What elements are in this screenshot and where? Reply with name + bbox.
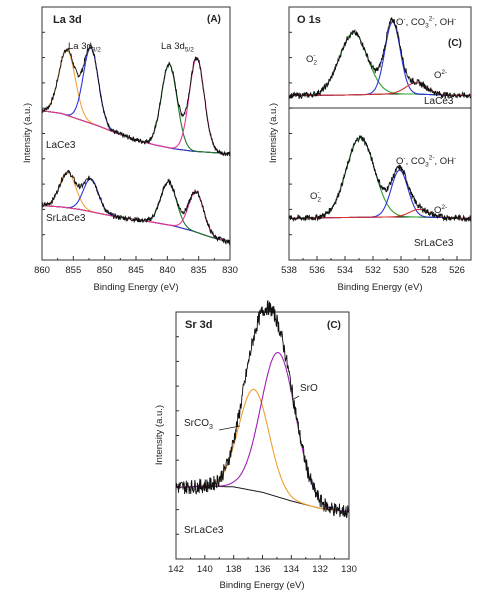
panel-sr3d-tag: (C) xyxy=(327,320,341,331)
spectrum-line xyxy=(288,17,472,100)
sample-label-b2: SrLaCe3 xyxy=(414,238,454,249)
panel-o1s-tag: (C) xyxy=(448,38,462,49)
panel-sr3d-spectra xyxy=(175,300,350,518)
peak-label-la3d52: La 3d5/2 xyxy=(161,41,194,54)
x-tick-label: 530 xyxy=(393,265,409,276)
peak-label-sro: SrO xyxy=(300,383,318,394)
panel-o1s-ticks: 538 536 534 532 530 528 526 xyxy=(281,31,465,276)
panel-la3d-xlabel: Binding Energy (eV) xyxy=(93,282,178,293)
panel-la3d-ticks: 860 855 850 845 840 835 830 xyxy=(34,31,238,276)
x-tick-label: 830 xyxy=(222,265,238,276)
x-tick-label: 835 xyxy=(191,265,207,276)
fit-peak xyxy=(175,388,350,513)
panel-o1s-frame xyxy=(288,6,472,261)
fit-peak xyxy=(41,178,231,243)
sample-label-c: SrLaCe3 xyxy=(184,525,224,536)
fit-peak xyxy=(41,48,230,155)
o2-label-left-bottom: O2- xyxy=(310,190,321,204)
panel-la3d-ylabel: Intensity (a.u.) xyxy=(22,103,33,163)
sro-leader xyxy=(291,395,300,401)
x-tick-label: 850 xyxy=(97,265,113,276)
x-tick-label: 536 xyxy=(309,265,325,276)
sample-label-b1: LaCe3 xyxy=(424,96,454,107)
x-tick-label: 138 xyxy=(226,564,242,575)
x-tick-label: 136 xyxy=(255,564,271,575)
peak-label-la3d32: La 3d3/2 xyxy=(68,41,101,54)
panel-sr3d-xlabel: Binding Energy (eV) xyxy=(219,580,304,591)
panel-sr3d-title: Sr 3d xyxy=(185,319,213,331)
o-species-label-bottom: O-, CO32-, OH- xyxy=(396,155,456,169)
panel-o1s-xlabel: Binding Energy (eV) xyxy=(337,282,422,293)
x-tick-label: 528 xyxy=(421,265,437,276)
srco3-leader xyxy=(218,425,241,431)
panel-sr3d: 142 140 138 136 134 132 130 Sr 3d (C) SrCO3 Sr… xyxy=(154,300,357,591)
x-tick-label: 860 xyxy=(34,265,50,276)
panel-la3d-tag: (A) xyxy=(207,14,221,25)
panel-sr3d-frame xyxy=(175,311,350,560)
panel-la3d-title: La 3d xyxy=(53,14,82,26)
panel-la3d-spectra xyxy=(41,43,231,246)
peak-label-srco3: SrCO3 xyxy=(184,418,213,431)
panel-sr3d-ylabel: Intensity (a.u.) xyxy=(154,405,165,465)
sample-label-a2: SrLaCe3 xyxy=(46,213,86,224)
x-tick-label: 526 xyxy=(449,265,465,276)
panel-o1s-peaks xyxy=(288,21,472,219)
fit-peak xyxy=(41,46,230,155)
panel-o1s-title: O 1s xyxy=(297,14,321,26)
x-tick-label: 855 xyxy=(65,265,81,276)
spectrum-line xyxy=(175,300,350,518)
x-tick-label: 534 xyxy=(337,265,353,276)
panel-o1s-ylabel: Intensity (a.u.) xyxy=(268,103,279,163)
panel-o1s: 538 536 534 532 530 528 526 O 1s (C) O-, CO32-… xyxy=(268,6,472,293)
x-tick-label: 132 xyxy=(312,564,328,575)
o-species-label-top: O-, CO32-, OH- xyxy=(396,16,456,30)
panel-o1s-spectra xyxy=(288,17,472,223)
panel-la3d: 860 855 850 845 840 835 830 La 3d (A) La 3d3/2… xyxy=(22,6,238,293)
o2-label-right-top: O2- xyxy=(434,69,447,81)
panel-sr3d-ticks: 142 140 138 136 134 132 130 xyxy=(168,336,357,575)
x-tick-label: 140 xyxy=(197,564,213,575)
x-tick-label: 142 xyxy=(168,564,184,575)
o2-label-left-top: O2- xyxy=(306,53,317,67)
sample-label-a1: LaCe3 xyxy=(46,140,76,151)
x-tick-label: 538 xyxy=(281,265,297,276)
spectrum-line xyxy=(41,169,231,246)
spectrum-line xyxy=(288,135,472,223)
x-tick-label: 134 xyxy=(283,564,299,575)
x-tick-label: 840 xyxy=(159,265,175,276)
o2-label-right-bottom: O2- xyxy=(434,204,447,216)
x-tick-label: 532 xyxy=(365,265,381,276)
x-tick-label: 130 xyxy=(341,564,357,575)
x-tick-label: 845 xyxy=(128,265,144,276)
spectrum-line xyxy=(41,43,231,157)
